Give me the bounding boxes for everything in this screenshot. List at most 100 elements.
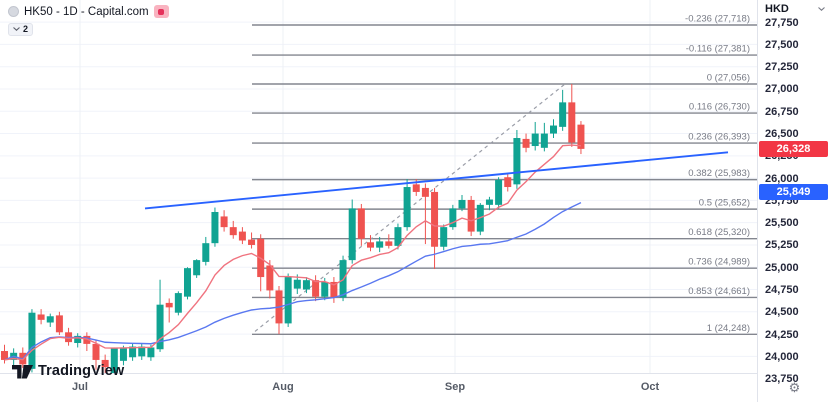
candle: [46, 313, 54, 327]
fib-level-label: 0.382 (25,983): [688, 168, 750, 179]
fib-level-label: -0.116 (27,381): [686, 44, 750, 55]
object-count: 2: [23, 24, 29, 34]
candle: [568, 84, 576, 147]
candle: [302, 277, 310, 294]
price-tick: 26,500: [765, 128, 799, 141]
market-status-icon[interactable]: [153, 5, 169, 18]
candle: [184, 267, 191, 300]
candle: [504, 172, 512, 192]
price-axis-currency[interactable]: HKD: [758, 3, 830, 15]
candle: [421, 183, 429, 245]
candles-layer: [1, 84, 585, 373]
candle: [83, 332, 91, 352]
price-tick: 24,750: [765, 284, 799, 297]
candle: [394, 223, 402, 250]
price-tick: 26,750: [765, 105, 799, 118]
fib-level-label: 0.236 (26,393): [688, 132, 750, 143]
candle: [458, 195, 466, 212]
candle: [220, 210, 228, 232]
candle: [540, 122, 548, 152]
candle: [138, 343, 146, 360]
symbol-logo-icon: [8, 6, 19, 17]
candle: [174, 291, 182, 316]
fib-level-label: 1 (24,248): [707, 323, 750, 334]
candle: [284, 273, 292, 327]
candle: [28, 309, 36, 373]
trendline[interactable]: [144, 151, 729, 210]
candle: [376, 236, 384, 253]
candle: [467, 195, 475, 237]
candle: [440, 224, 448, 251]
price-tick: 25,250: [765, 239, 799, 252]
candle: [1, 344, 8, 364]
price-tick: 25,000: [765, 261, 799, 274]
candle: [348, 199, 356, 264]
candle: [449, 204, 457, 230]
candle: [330, 277, 338, 303]
last-price-label: 26,328: [759, 140, 828, 157]
candle: [156, 279, 164, 352]
chevron-down-icon: [818, 7, 825, 11]
chart-canvas[interactable]: -0.236 (27,718) -0.116 (27,381) 0 (27,056)…: [0, 0, 757, 373]
candle: [275, 285, 283, 335]
fib-retracement[interactable]: -0.236 (27,718) -0.116 (27,381) 0 (27,056)…: [252, 14, 757, 335]
chevron-down-icon: [13, 27, 20, 31]
candle: [110, 347, 118, 373]
candle: [193, 259, 201, 278]
fib-level-label: 0.116 (26,730): [689, 102, 750, 113]
candle: [385, 234, 393, 249]
price-tick: 27,750: [765, 16, 799, 29]
fib-level-label: 0 (27,056): [707, 73, 750, 84]
time-tick-aug: Aug: [272, 381, 294, 393]
price-tick: 27,500: [765, 38, 799, 51]
candle: [577, 121, 585, 155]
candle: [531, 121, 539, 151]
candle: [266, 260, 274, 299]
price-tick: 25,500: [765, 217, 799, 230]
candle: [129, 343, 137, 361]
price-tick: 24,250: [765, 328, 799, 341]
price-tick: 23,750: [765, 373, 799, 386]
tradingview-mark-icon: [12, 365, 33, 379]
symbol-title[interactable]: HK50 - 1D - Capital.com: [24, 5, 149, 18]
candle: [55, 311, 63, 335]
symbol-legend[interactable]: HK50 - 1D - Capital.com 2: [8, 5, 169, 36]
fib-level-label: -0.236 (27,718): [685, 14, 750, 25]
ma-fast-line[interactable]: [4, 144, 582, 361]
price-tick: 24,000: [765, 350, 799, 363]
candle: [119, 345, 127, 366]
candle: [211, 207, 219, 247]
ma-slow-line[interactable]: [4, 201, 582, 361]
candle: [257, 234, 265, 292]
gear-icon[interactable]: ⚙: [788, 380, 801, 395]
time-tick-jul: Jul: [72, 381, 88, 393]
candle: [522, 133, 530, 153]
candle: [202, 236, 210, 266]
candle: [37, 309, 45, 325]
candle: [367, 235, 374, 252]
time-axis[interactable]: Jul Aug Sep Oct: [0, 373, 757, 402]
candle: [248, 232, 256, 249]
candle: [74, 333, 82, 348]
time-tick-sep: Sep: [444, 381, 466, 393]
symbol-legend-row[interactable]: HK50 - 1D - Capital.com: [8, 5, 169, 18]
candle: [92, 339, 100, 370]
currency-label: HKD: [765, 3, 789, 15]
candle: [403, 179, 411, 231]
price-tick: 27,000: [765, 83, 799, 96]
grid-layer: [0, 0, 757, 373]
fib-level-label: 0.736 (24,989): [688, 257, 750, 268]
candle: [559, 89, 567, 131]
fib-level-label: 0.5 (25,652): [699, 198, 750, 209]
tradingview-logo[interactable]: TradingView: [12, 362, 124, 379]
tradingview-wordmark: TradingView: [38, 362, 125, 379]
candle: [312, 275, 320, 302]
candle: [165, 298, 173, 323]
fib-level-label: 0.853 (24,661): [688, 286, 750, 297]
price-tick: 24,500: [765, 306, 799, 319]
price-axis[interactable]: HKD 27,750 27,500 27,250 27,000 26,750 26,500…: [757, 0, 830, 402]
candle: [513, 129, 521, 189]
candle: [431, 187, 439, 270]
candle: [495, 177, 503, 209]
object-tree-toggle[interactable]: 2: [8, 22, 34, 36]
